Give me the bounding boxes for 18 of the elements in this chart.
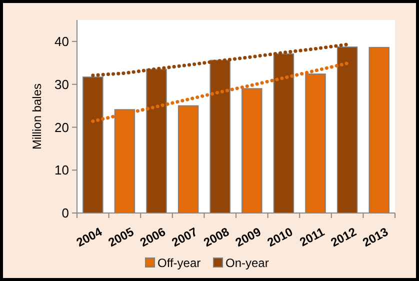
- x-tick-label: 2013: [360, 224, 391, 250]
- x-tick-label: 2004: [74, 224, 105, 250]
- x-tick-label: 2012: [328, 224, 359, 250]
- y-axis-title: Million bales: [30, 83, 44, 150]
- x-tick-label: 2005: [106, 224, 136, 250]
- y-tick-label: 30: [54, 76, 69, 92]
- y-tick-label: 0: [62, 206, 69, 221]
- x-tick-label: 2011: [297, 224, 328, 250]
- y-tick-label: 20: [54, 120, 69, 135]
- x-tick-label: 2008: [201, 224, 232, 250]
- y-tick-label: 10: [54, 162, 69, 178]
- legend-label: On-year: [226, 256, 269, 270]
- x-tick-label: 2009: [233, 224, 264, 250]
- x-tick-label: 2007: [170, 224, 200, 250]
- x-tick-label: 2010: [264, 224, 296, 250]
- legend-label: Off-year: [158, 256, 201, 270]
- x-tick-label: 2006: [138, 224, 168, 250]
- y-tick-label: 40: [54, 34, 69, 49]
